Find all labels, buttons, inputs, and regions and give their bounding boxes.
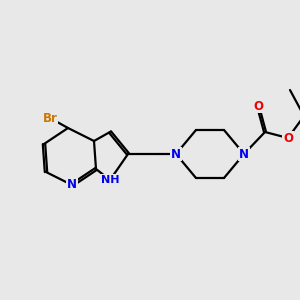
Text: N: N [239,148,249,160]
Text: N: N [67,178,77,191]
Text: Br: Br [43,112,57,124]
Text: N: N [171,148,181,160]
Text: O: O [283,131,293,145]
Text: O: O [253,100,263,112]
Text: NH: NH [101,175,119,185]
